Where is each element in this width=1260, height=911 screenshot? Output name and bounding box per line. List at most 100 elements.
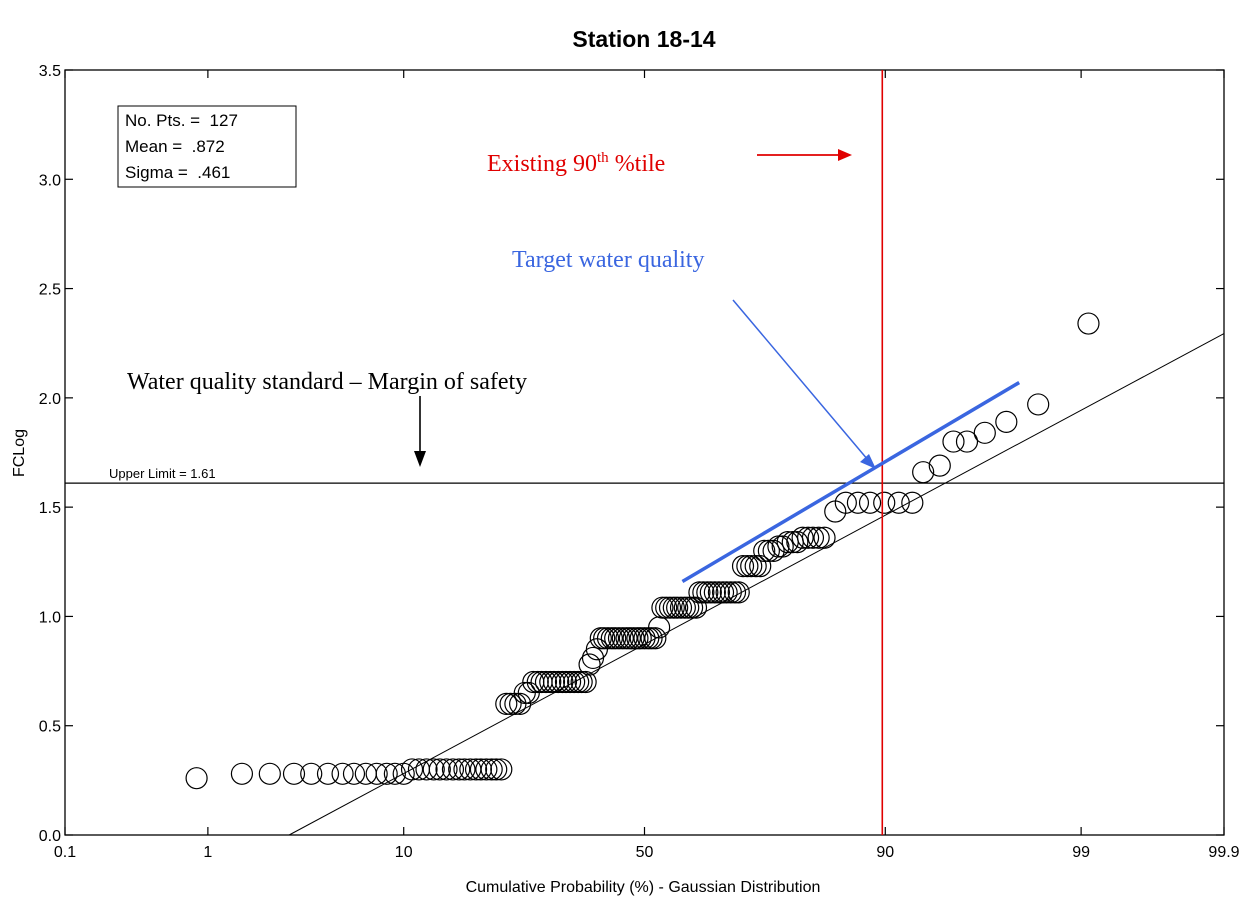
data-point — [554, 670, 578, 694]
data-point — [342, 762, 366, 785]
data-point — [744, 555, 767, 578]
data-point — [316, 762, 340, 785]
data-point — [596, 627, 620, 650]
data-point — [813, 526, 836, 549]
data-point — [485, 758, 508, 781]
data-point — [767, 535, 790, 558]
data-point — [622, 627, 645, 650]
chart-title: Station 18-14 — [572, 26, 715, 52]
data-point — [753, 539, 776, 562]
data-point — [258, 762, 281, 785]
data-point — [928, 454, 951, 477]
data-point — [786, 531, 809, 554]
x-tick-label: 1 — [203, 844, 212, 861]
data-point — [723, 581, 747, 604]
data-point — [834, 491, 857, 514]
data-point — [791, 526, 814, 549]
y-tick-label: 0.5 — [39, 719, 61, 736]
standard-arrowhead — [414, 451, 426, 467]
data-point — [558, 670, 582, 694]
y-tick-label: 1.0 — [39, 609, 61, 626]
data-point — [604, 627, 627, 650]
data-point — [300, 762, 323, 785]
stats-sigma: Sigma = .461 — [125, 163, 230, 182]
data-point — [715, 581, 738, 604]
stats-mean: Mean = .872 — [125, 137, 225, 156]
data-point — [435, 758, 458, 781]
target-water-quality-line — [681, 381, 1021, 583]
data-point — [480, 758, 503, 781]
y-tick-label: 2.5 — [39, 282, 61, 299]
normal-fit-line — [288, 333, 1225, 836]
data-point — [688, 581, 711, 604]
standard-annotation: Water quality standard – Margin of safet… — [127, 369, 527, 467]
data-point — [912, 461, 935, 484]
existing-sup: th — [597, 150, 609, 166]
data-point — [428, 758, 451, 781]
data-point — [581, 646, 605, 670]
data-point — [490, 758, 513, 781]
data-point — [415, 758, 438, 781]
y-tick-label: 2.0 — [39, 391, 61, 408]
data-point — [771, 535, 794, 558]
y-tick-label: 3.0 — [39, 172, 61, 189]
stats-count: No. Pts. = 127 — [125, 111, 238, 130]
data-point — [495, 692, 518, 715]
data-point — [469, 758, 493, 781]
existing-text: Existing 90 — [487, 151, 597, 177]
target-arrowhead — [860, 454, 876, 469]
data-point — [666, 596, 689, 619]
data-point — [901, 491, 924, 514]
data-point — [453, 758, 476, 781]
standard-text: Water quality standard – Margin of safet… — [127, 369, 527, 395]
data-point — [539, 670, 562, 694]
data-point — [542, 670, 566, 694]
data-point — [563, 670, 586, 694]
data-point — [633, 627, 656, 650]
data-point — [375, 762, 398, 785]
data-point — [692, 581, 715, 604]
data-point — [807, 526, 830, 549]
data-point — [684, 596, 708, 619]
data-point — [707, 581, 731, 604]
x-tick-label: 10 — [395, 844, 413, 861]
data-point — [973, 421, 996, 444]
existing-arrowhead — [838, 149, 852, 161]
y-axis-label: FCLog — [11, 429, 28, 477]
data-point — [383, 762, 406, 785]
x-tick-label: 99.9 — [1208, 844, 1239, 861]
data-point — [669, 596, 693, 619]
data-point — [464, 758, 488, 781]
data-point — [607, 627, 631, 650]
target-text: Target water quality — [512, 247, 704, 273]
existing-90th-annotation: Existing 90th %tile — [487, 149, 852, 177]
data-point — [578, 653, 601, 676]
data-point — [547, 670, 570, 694]
y-axis: 0.0 0.5 1.0 1.5 2.0 2.5 3.0 3.5 — [39, 63, 1224, 845]
data-point — [400, 758, 424, 781]
data-point — [185, 767, 208, 790]
target-annotation: Target water quality — [512, 247, 876, 469]
data-point — [749, 555, 772, 578]
data-point — [757, 539, 780, 562]
data-point — [1077, 312, 1100, 335]
data-points — [185, 312, 1100, 790]
data-point — [499, 692, 522, 715]
data-point — [711, 581, 735, 604]
y-tick-label: 1.5 — [39, 500, 61, 517]
x-axis: 0.1 1 10 50 90 99 99.9 — [54, 70, 1240, 861]
data-point — [846, 491, 870, 514]
data-point — [731, 555, 755, 578]
data-point — [736, 555, 759, 578]
upper-limit-label: Upper Limit = 1.61 — [109, 466, 216, 481]
data-point — [873, 491, 896, 514]
data-point — [648, 616, 671, 639]
data-point — [422, 758, 445, 781]
data-point — [801, 526, 825, 549]
data-point — [858, 491, 882, 514]
data-point — [680, 596, 704, 619]
data-point — [282, 762, 306, 785]
data-point — [618, 627, 641, 650]
stats-box: No. Pts. = 127 Mean = .872 Sigma = .461 — [117, 105, 297, 188]
